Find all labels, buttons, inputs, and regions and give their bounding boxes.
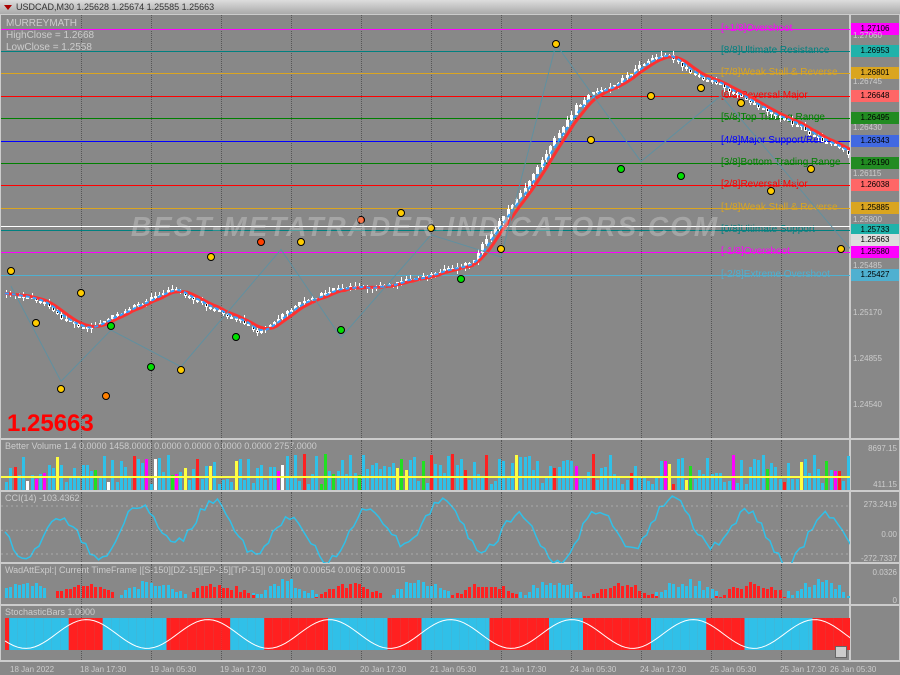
time-label: 26 Jan 05:30	[830, 665, 876, 674]
time-axis: 18 Jan 2022 18 Jan 17:30 19 Jan 05:30 19 Ja…	[0, 661, 900, 675]
title-bar: USDCAD,M30 1.25628 1.25674 1.25585 1.256…	[0, 0, 900, 14]
price-tag: 1.25427	[851, 269, 899, 281]
time-label: 19 Jan 05:30	[150, 665, 196, 674]
time-label: 21 Jan 05:30	[430, 665, 476, 674]
chart-ohlc: 1.25628 1.25674 1.25585 1.25663	[77, 2, 215, 12]
time-label: 18 Jan 2022	[10, 665, 54, 674]
volume-panel[interactable]: Better Volume 1.4 0.0000 1458.0000 0.000…	[0, 439, 850, 491]
price-tag: 1.25580	[851, 246, 899, 258]
wad-panel[interactable]: WadAttExpl:| Current TimeFrame |[S-150][…	[0, 563, 850, 605]
cci-axis: 273.24190.00-272.7337	[850, 491, 900, 563]
price-tag: 1.26648	[851, 90, 899, 102]
stochastic-panel[interactable]: StochasticBars 1.0000	[0, 605, 850, 661]
chart-symbol: USDCAD,M30	[16, 2, 74, 12]
wad-axis: 0.03260	[850, 563, 900, 605]
time-label: 21 Jan 17:30	[500, 665, 546, 674]
price-tag: 1.26038	[851, 179, 899, 191]
time-label: 25 Jan 05:30	[710, 665, 756, 674]
price-tag: 1.26190	[851, 157, 899, 169]
volume-axis: 8697.15411.15	[850, 439, 900, 491]
dropdown-icon[interactable]	[4, 5, 12, 10]
indicator-info: MURREYMATH HighClose = 1.2668 LowClose =…	[6, 18, 94, 54]
time-label: 18 Jan 17:30	[80, 665, 126, 674]
time-label: 20 Jan 05:30	[290, 665, 336, 674]
price-tag: 1.26343	[851, 135, 899, 147]
panel-title: Better Volume 1.4 0.0000 1458.0000 0.000…	[5, 441, 317, 451]
cci-panel[interactable]: CCI(14) -103.4362	[0, 491, 850, 563]
stochastic-axis	[850, 605, 900, 661]
panel-title: WadAttExpl:| Current TimeFrame |[S-150][…	[5, 565, 406, 575]
high-close: HighClose = 1.2668	[6, 30, 94, 42]
time-label: 25 Jan 17:30	[780, 665, 826, 674]
time-label: 19 Jan 17:30	[220, 665, 266, 674]
price-tag: 1.26953	[851, 45, 899, 57]
scroll-handle[interactable]	[835, 646, 847, 658]
time-label: 24 Jan 05:30	[570, 665, 616, 674]
time-label: 24 Jan 17:30	[640, 665, 686, 674]
main-price-chart[interactable]: [+1/8]Overshoot[8/8]Ultimate Resistance[…	[0, 14, 850, 439]
low-close: LowClose = 1.2558	[6, 42, 94, 54]
time-label: 20 Jan 17:30	[360, 665, 406, 674]
price-tag: 1.25885	[851, 202, 899, 214]
price-axis: 1.271061.269531.268011.266481.264951.263…	[850, 14, 900, 439]
indicator-name: MURREYMATH	[6, 18, 94, 30]
big-price: 1.25663	[7, 410, 94, 438]
